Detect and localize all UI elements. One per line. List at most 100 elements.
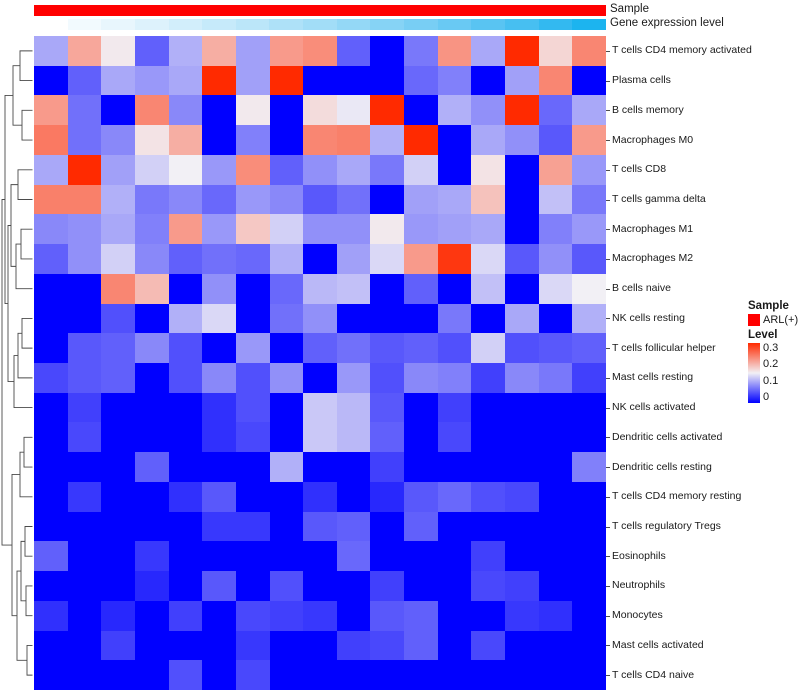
- heatmap-cell: [202, 303, 236, 334]
- heatmap-cell: [67, 660, 102, 690]
- heatmap-cell: [336, 660, 371, 690]
- heatmap-cell: [437, 481, 472, 512]
- heatmap-cell: [437, 511, 472, 542]
- heatmap-cell: [168, 660, 203, 690]
- heatmap-cell: [168, 362, 203, 393]
- heatmap-cell: [34, 362, 68, 393]
- heatmap-cell: [202, 184, 236, 215]
- heatmap-cell: [202, 452, 236, 482]
- heatmap-cell: [202, 392, 236, 423]
- heatmap-cell: [538, 303, 573, 334]
- row-label: T cells CD4 naive: [612, 668, 695, 681]
- annotation-label-sample: Sample: [610, 3, 649, 15]
- heatmap-cell: [471, 511, 506, 542]
- heatmap-cell: [168, 541, 203, 572]
- row-label: T cells regulatory Tregs: [612, 520, 721, 532]
- annotation-segment-gene-expression: [134, 19, 169, 30]
- heatmap-cell: [538, 273, 573, 304]
- heatmap-cell: [34, 95, 68, 126]
- heatmap-cell: [370, 333, 405, 363]
- heatmap-cell: [202, 600, 236, 631]
- annotation-segment-sample: [134, 5, 169, 16]
- heatmap-cell: [67, 571, 102, 601]
- heatmap-cell: [67, 452, 102, 482]
- row-label: Macrophages M1: [612, 222, 694, 235]
- heatmap-cell: [134, 95, 169, 126]
- heatmap-cell: [67, 362, 102, 393]
- heatmap-cell: [572, 481, 606, 512]
- annotation-bar-gene-expression: [34, 19, 606, 30]
- heatmap-cell: [404, 95, 438, 126]
- heatmap-cell: [101, 630, 135, 661]
- legend-sample: Sample ARL(+): [748, 300, 800, 326]
- heatmap-cell: [101, 571, 135, 601]
- heatmap-cell: [101, 541, 135, 572]
- heatmap-cell: [538, 630, 573, 661]
- dendrogram-branch: [18, 333, 33, 378]
- heatmap-cell: [67, 154, 102, 185]
- heatmap-cell: [34, 184, 68, 215]
- heatmap-cell: [471, 481, 506, 512]
- heatmap-cell: [437, 452, 472, 482]
- heatmap-cell: [437, 125, 472, 155]
- heatmap-cell: [505, 630, 539, 661]
- heatmap-cell: [168, 333, 203, 363]
- heatmap-cell: [101, 244, 135, 274]
- heatmap-cell: [168, 392, 203, 423]
- heatmap-cell: [202, 511, 236, 542]
- heatmap-cell: [370, 541, 405, 572]
- row-label: B cells memory: [612, 103, 684, 116]
- annotation-segment-sample: [336, 5, 371, 16]
- heatmap-cell: [370, 184, 405, 215]
- row-label: Eosinophils: [612, 549, 666, 562]
- dendrogram-branch: [20, 51, 33, 81]
- heatmap-cell: [404, 303, 438, 334]
- heatmap-cell: [370, 452, 405, 482]
- heatmap-cell: [572, 392, 606, 423]
- annotation-segment-sample: [471, 5, 505, 16]
- heatmap-cell: [134, 630, 169, 661]
- row-label: Macrophages M2: [612, 252, 694, 265]
- heatmap-cell: [404, 36, 438, 66]
- heatmap-cell: [67, 481, 102, 512]
- annotation-segment-sample: [437, 5, 472, 16]
- row-label: NK cells resting: [612, 311, 685, 324]
- dendrogram-branch: [22, 318, 33, 348]
- heatmap-cell: [67, 422, 102, 453]
- heatmap-cell: [505, 95, 539, 126]
- heatmap-cell: [101, 481, 135, 512]
- heatmap-cell: [404, 511, 438, 542]
- heatmap-cell: [471, 303, 506, 334]
- heatmap-cell: [134, 541, 169, 572]
- heatmap-cell: [269, 541, 304, 572]
- heatmap-cell: [505, 65, 539, 96]
- heatmap-cell: [471, 36, 506, 66]
- heatmap-cell: [471, 362, 506, 393]
- heatmap-cell: [134, 303, 169, 334]
- heatmap-cell: [336, 452, 371, 482]
- heatmap-cell: [134, 660, 169, 690]
- heatmap-cell: [269, 392, 304, 423]
- heatmap-cell: [269, 422, 304, 453]
- heatmap-cell: [202, 571, 236, 601]
- heatmap-cell: [202, 481, 236, 512]
- heatmap-cell: [235, 600, 270, 631]
- annotation-segment-gene-expression: [202, 19, 236, 30]
- legend-level-tick-label: 0.1: [763, 375, 779, 387]
- heatmap-cell: [370, 303, 405, 334]
- heatmap-cell: [34, 244, 68, 274]
- heatmap-cell: [404, 362, 438, 393]
- heatmap-cell: [235, 214, 270, 245]
- heatmap-cell: [303, 65, 337, 96]
- heatmap-cell: [269, 362, 304, 393]
- annotation-segment-sample: [34, 5, 68, 16]
- heatmap-cell: [134, 600, 169, 631]
- row-tick: [606, 377, 610, 379]
- heatmap-cell: [67, 333, 102, 363]
- heatmap-cell: [235, 422, 270, 453]
- heatmap-cell: [336, 362, 371, 393]
- heatmap-cell: [538, 95, 573, 126]
- heatmap-cell: [303, 392, 337, 423]
- heatmap-cell: [471, 184, 506, 215]
- annotation-segment-gene-expression: [504, 19, 539, 30]
